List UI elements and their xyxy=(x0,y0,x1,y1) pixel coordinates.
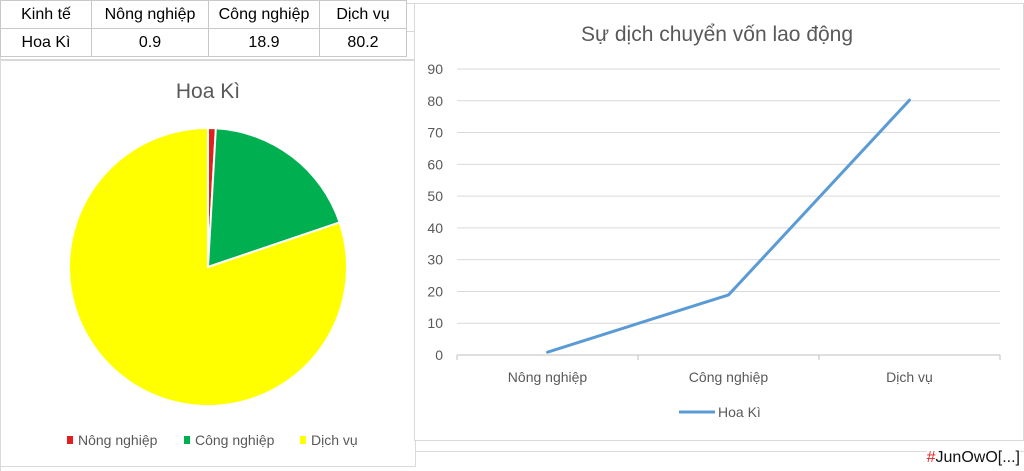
x-tick-label: Công nghiệp xyxy=(689,369,769,385)
legend-swatch xyxy=(184,436,190,444)
watermark: #JunOwO[...] xyxy=(926,449,1020,467)
header-cell[interactable]: Kinh tế xyxy=(0,0,92,29)
line-chart: Sự dịch chuyển vốn lao động 0 10 20 30 40 50 6… xyxy=(427,23,1001,420)
series-line[interactable] xyxy=(546,98,911,354)
watermark-hash: # xyxy=(926,449,936,466)
watermark-text: JunOwO[...] xyxy=(935,449,1020,466)
y-tick-label: 70 xyxy=(427,125,443,141)
legend-label: Công nghiệp xyxy=(195,432,275,448)
line-chart-title: Sự dịch chuyển vốn lao động xyxy=(581,23,853,46)
legend-swatch xyxy=(300,436,306,444)
legend-label: Hoa Kì xyxy=(718,404,761,420)
pie-chart-panel[interactable]: Hoa Kì Nông nghiệp Công nghiệp Dịch vụ xyxy=(0,60,416,467)
header-cell[interactable]: Công nghiệp xyxy=(208,0,320,29)
line-chart-panel[interactable]: Sự dịch chuyển vốn lao động 0 10 20 30 40 50 6… xyxy=(414,3,1024,441)
y-tick-label: 10 xyxy=(427,315,443,331)
data-table: Kinh tế Nông nghiệp Công nghiệp Dịch vụ … xyxy=(0,0,407,57)
y-tick-label: 90 xyxy=(427,61,443,77)
legend-swatch xyxy=(67,436,73,444)
table-cell[interactable]: Hoa Kì xyxy=(0,28,92,57)
y-tick-label: 20 xyxy=(427,283,443,299)
table-cell[interactable]: 80.2 xyxy=(319,28,407,57)
y-tick-label: 30 xyxy=(427,252,443,268)
legend-label: Nông nghiệp xyxy=(78,432,158,448)
table-cell[interactable]: 0.9 xyxy=(91,28,209,57)
pie-chart-title: Hoa Kì xyxy=(176,80,240,103)
legend-label: Dịch vụ xyxy=(311,432,358,448)
y-tick-label: 50 xyxy=(427,188,443,204)
pie-slice[interactable] xyxy=(68,126,348,407)
y-tick-label: 0 xyxy=(435,347,443,363)
x-tick-label: Nông nghiệp xyxy=(508,369,588,385)
y-tick-label: 40 xyxy=(427,220,443,236)
table-header-row: Kinh tế Nông nghiệp Công nghiệp Dịch vụ xyxy=(0,0,407,29)
y-tick-label: 60 xyxy=(427,156,443,172)
header-cell[interactable]: Dịch vụ xyxy=(319,0,407,29)
x-tick-label: Dịch vụ xyxy=(886,369,933,385)
pie-slice[interactable] xyxy=(206,127,341,269)
table-row: Hoa Kì 0.9 18.9 80.2 xyxy=(0,28,407,57)
pie-chart: Hoa Kì Nông nghiệp Công nghiệp Dịch vụ xyxy=(67,80,358,448)
table-cell[interactable]: 18.9 xyxy=(208,28,320,57)
y-tick-label: 80 xyxy=(427,93,443,109)
header-cell[interactable]: Nông nghiệp xyxy=(91,0,209,29)
